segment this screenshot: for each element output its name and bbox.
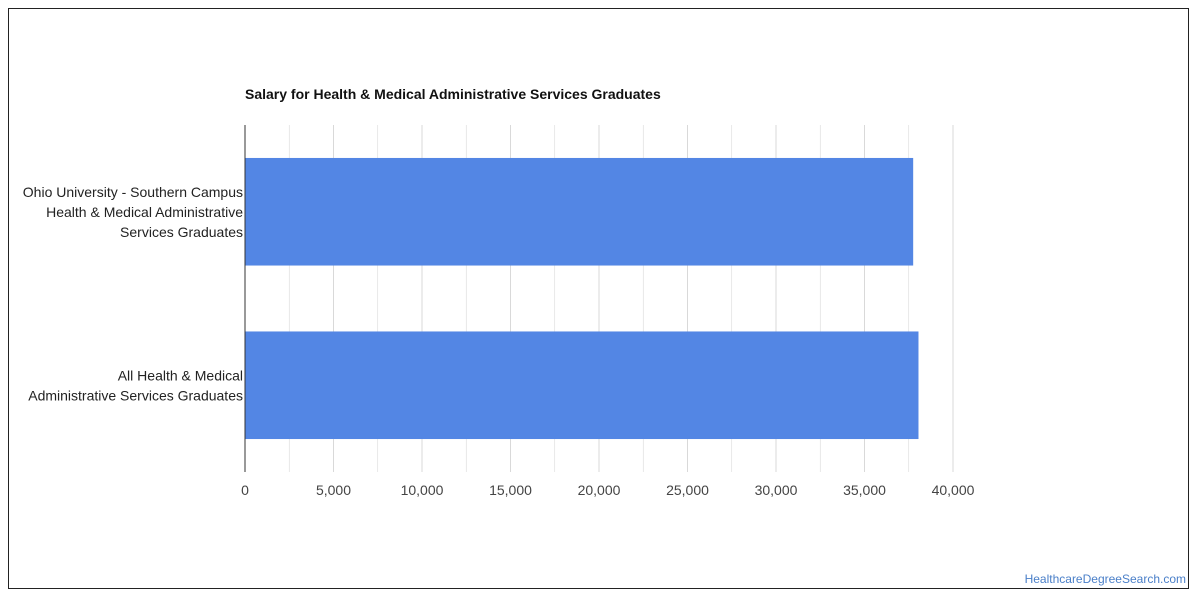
chart-title: Salary for Health & Medical Administrati… xyxy=(245,86,661,102)
x-axis-tick-labels: 0 5,000 10,000 15,000 20,000 25,000 30,000 35,0… xyxy=(241,482,975,498)
bar-1[interactable] xyxy=(245,331,919,440)
x-tick-label: 35,000 xyxy=(843,482,886,498)
x-tick-label: 25,000 xyxy=(666,482,709,498)
bar-0[interactable] xyxy=(245,157,914,266)
category-label-1: All Health & Medical Administrative Servi… xyxy=(28,367,243,403)
x-tick-label: 30,000 xyxy=(755,482,798,498)
category-label-0: Ohio University - Southern Campus Health … xyxy=(23,184,243,240)
y-axis-category-labels: Ohio University - Southern Campus Health … xyxy=(23,184,243,404)
source-credit-link[interactable]: HealthcareDegreeSearch.com xyxy=(1024,572,1186,586)
x-tick-label: 40,000 xyxy=(932,482,975,498)
x-tick-label: 5,000 xyxy=(316,482,351,498)
x-tick-label: 20,000 xyxy=(578,482,621,498)
x-tick-label: 10,000 xyxy=(401,482,444,498)
x-tick-label: 15,000 xyxy=(489,482,532,498)
x-tick-label: 0 xyxy=(241,482,249,498)
bars xyxy=(245,157,919,440)
